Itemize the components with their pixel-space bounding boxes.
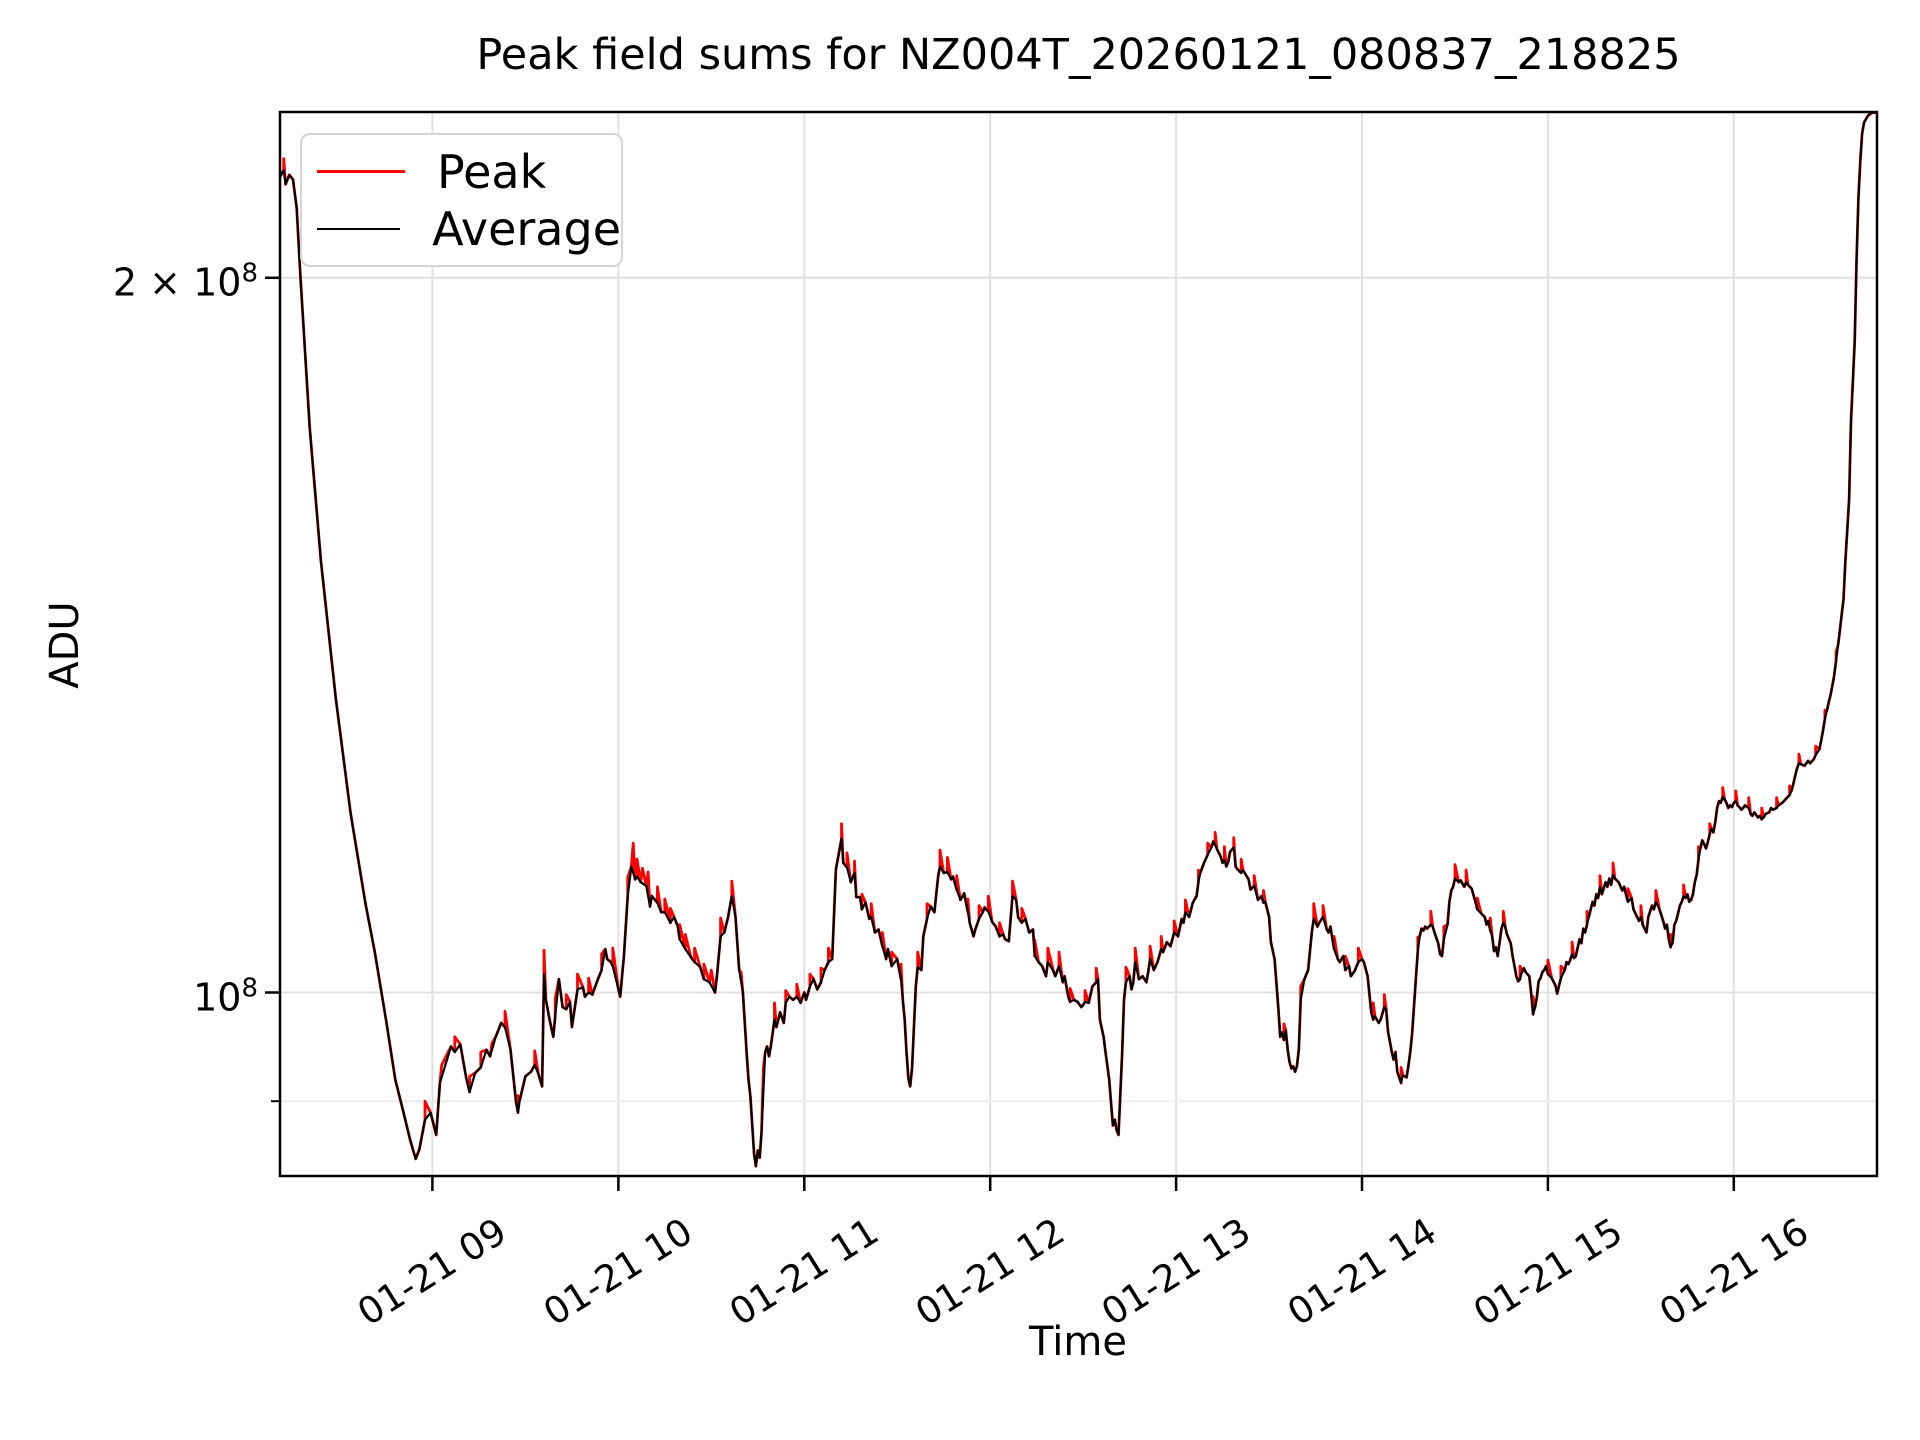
y-tick-label-2e8: 2 × 108	[0, 255, 258, 302]
y-tick-label-exponent: 8	[241, 973, 258, 1004]
x-axis-label: Time	[1029, 1319, 1127, 1365]
y-tick-label-base: 10	[193, 975, 242, 1020]
series-average-path	[280, 112, 1877, 1168]
y-tick-label-base: 2 × 10	[112, 260, 242, 305]
legend-label-average: Average	[432, 201, 621, 256]
y-tick-label-exponent: 8	[241, 258, 258, 289]
legend: Peak Average	[300, 133, 623, 267]
legend-item-peak: Peak	[317, 149, 621, 195]
legend-line-sample-average	[317, 227, 401, 230]
legend-line-sample-peak	[317, 170, 405, 173]
chart-title: Peak field sums for NZ004T_20260121_0808…	[476, 30, 1681, 80]
series-peak-path	[280, 112, 1877, 1168]
legend-item-average: Average	[317, 206, 621, 252]
y-tick-label-1e8: 108	[0, 970, 258, 1017]
plot-border	[278, 110, 1879, 1178]
legend-label-peak: Peak	[437, 144, 547, 199]
y-axis-label: ADU	[42, 601, 88, 689]
